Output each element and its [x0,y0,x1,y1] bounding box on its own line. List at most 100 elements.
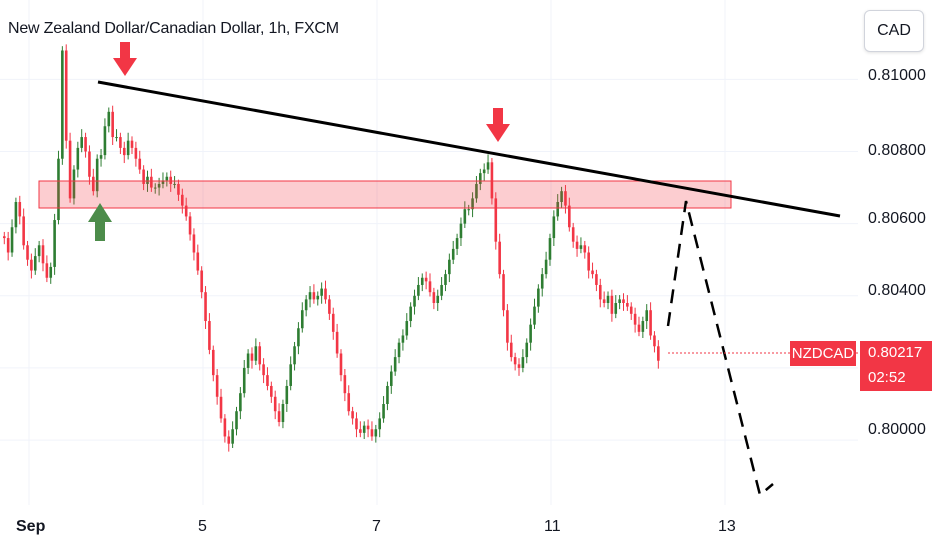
last-price-label: 0.80217 02:52 [860,341,932,391]
down-arrow-icon [113,58,137,76]
candle-body [204,292,207,322]
time-tick: 11 [544,518,561,535]
candle-body [53,220,56,267]
down-arrow-icon [486,124,510,142]
candle-body [374,429,378,437]
candle-body [188,216,192,235]
candle-body [351,411,354,419]
candle-body [649,310,652,336]
candle-body [122,147,126,156]
candle-body [41,245,45,264]
candle-body [587,252,590,271]
price-tick: 0.80000 [868,421,926,438]
candle-body [266,375,269,386]
candle-body [331,313,335,332]
candle-body [459,223,463,239]
candle-body [223,418,227,437]
candle-body [200,270,203,293]
candle-body [537,288,540,307]
candle-body [579,245,583,249]
currency-button[interactable]: CAD [864,10,924,52]
candle-body [556,202,560,217]
candle-body [61,50,64,159]
candle-body [343,375,347,394]
candle-body [297,328,300,347]
candle-body [432,292,436,303]
candle-body [88,151,91,177]
candle-body [455,238,459,249]
candle-body [262,364,265,376]
candle-body [366,425,370,430]
candle-body [386,385,389,404]
candle-body [6,238,10,253]
candle-body [33,256,37,271]
candle-body [111,111,114,138]
candle-body [568,205,571,228]
candle-body [595,274,598,285]
candle-body [107,111,111,127]
candle-body [502,274,505,311]
candle-body [211,349,215,376]
candle-body [602,299,606,303]
bar-countdown: 02:52 [868,369,906,386]
candle-body [498,241,501,275]
candle-body [219,396,223,419]
candle-body [84,137,87,152]
candle-body [653,335,656,347]
candle-body [181,194,184,206]
candle-body [246,353,250,368]
candle-body [424,277,428,282]
candle-body [250,353,254,361]
last-price-value: 0.80217 [868,344,923,361]
candle-body [467,209,470,211]
candle-body [571,227,575,242]
candle-body [397,342,401,358]
candle-body [591,270,594,275]
up-arrow-icon [95,222,105,241]
candle-body [18,202,22,217]
candle-body [328,299,331,314]
time-tick: 7 [372,518,381,535]
candle-body [68,140,72,199]
candle-body [300,310,304,329]
candle-body [494,198,498,242]
candle-body [138,158,142,170]
candle-body [254,346,258,361]
candle-body [583,245,587,253]
candle-body [320,288,323,296]
candle-body [312,292,316,300]
candle-body [405,321,409,336]
candle-body [378,418,381,430]
candle-body [37,245,41,257]
down-arrow-icon [493,108,503,124]
candle-body [479,173,482,184]
candle-body [622,299,625,303]
candle-body [150,176,153,188]
candle-body [14,202,18,228]
candle-body [610,295,614,314]
candle-body [564,191,567,206]
candle-body [146,176,149,184]
candle-body [308,292,312,300]
candle-body [390,371,393,386]
candle-body [304,299,308,311]
candle-body [130,140,134,148]
candle-body [270,385,273,397]
candle-body [45,263,49,278]
candle-body [227,436,231,444]
trendline [97,80,841,218]
candle-body [293,346,296,365]
candle-body [258,346,262,365]
candle-body [355,418,358,430]
candle-body [173,183,176,185]
candle-body [285,385,289,404]
price-tick: 0.80800 [868,142,926,159]
candle-body [548,238,552,260]
candle-body [142,169,145,184]
candle-body [95,158,99,192]
candle-body [521,357,525,368]
candle-body [273,396,277,412]
candle-body [451,248,455,260]
candle-body [235,411,238,430]
